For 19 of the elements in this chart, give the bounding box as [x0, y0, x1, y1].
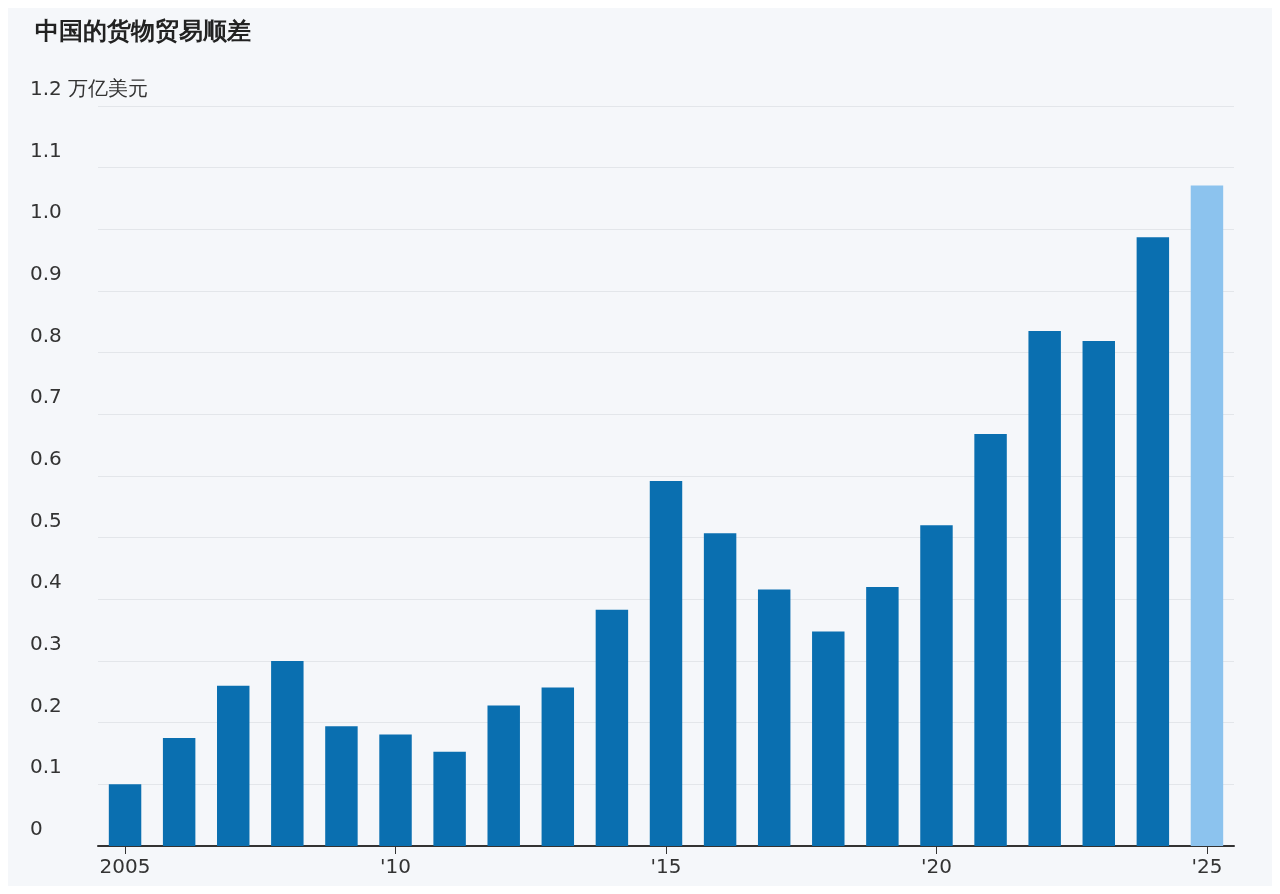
y-tick-label: 0.3 — [30, 631, 62, 655]
x-tick-label: '20 — [921, 854, 952, 878]
y-tick-label: 0.5 — [30, 507, 62, 532]
y-tick-label: 0 — [30, 816, 43, 840]
x-tick-label: '10 — [380, 854, 411, 878]
y-tick-label: 0.4 — [30, 569, 62, 594]
y-tick-label: 0.2 — [30, 692, 62, 717]
y-tick-label: 0.9 — [30, 261, 62, 285]
y-tick-label: 1.2 万亿美元 — [30, 76, 149, 100]
x-tick-label: '25 — [1191, 854, 1223, 878]
x-tick-label: 2005 — [99, 854, 151, 878]
y-tick-label: 1.0 — [30, 199, 62, 224]
y-tick-label: 0.7 — [30, 384, 62, 409]
x-tick-label: '15 — [650, 854, 682, 878]
y-tick-label: 0.1 — [30, 754, 62, 779]
y-tick-label: 0.8 — [30, 322, 62, 347]
chart-title: 中国的货物贸易顺差 — [35, 17, 251, 45]
y-tick-label: 1.1 — [30, 137, 62, 162]
y-tick-label: 0.6 — [30, 446, 62, 470]
